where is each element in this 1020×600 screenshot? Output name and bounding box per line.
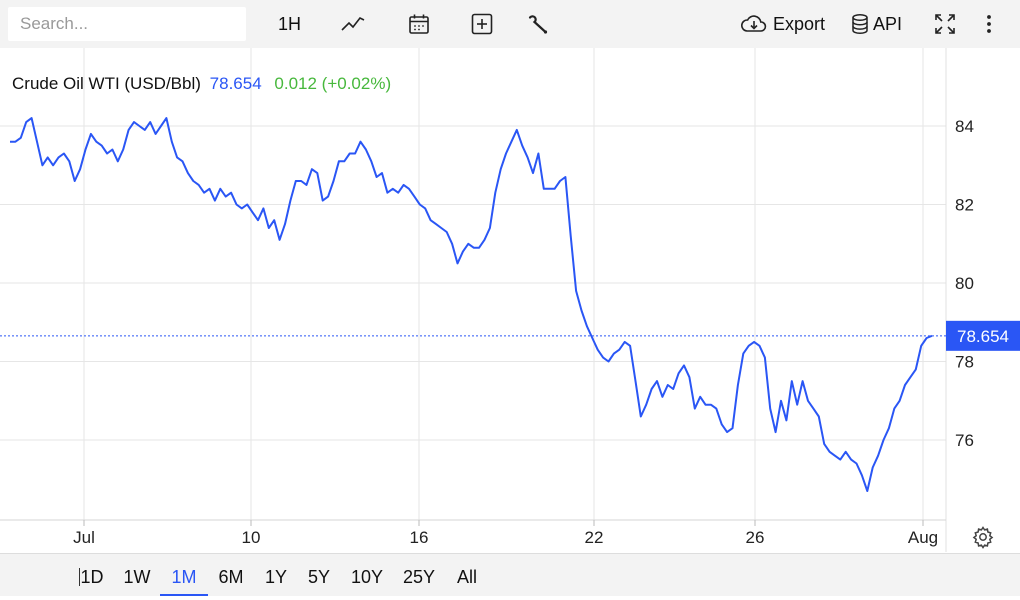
range-1m[interactable]: 1M bbox=[160, 554, 208, 596]
y-tick-label: 76 bbox=[955, 431, 974, 450]
range-1d[interactable]: 1D bbox=[80, 567, 104, 587]
api-label: API bbox=[873, 13, 903, 34]
x-tick-label: 10 bbox=[242, 528, 261, 547]
more-vertical-icon[interactable] bbox=[984, 0, 994, 48]
interval-label: 1H bbox=[278, 13, 302, 34]
last-price-tag-label: 78.654 bbox=[957, 327, 1009, 346]
range-1y[interactable]: 1Y bbox=[264, 567, 288, 587]
last-price-tag: 78.654 bbox=[946, 320, 1020, 351]
line-chart-icon[interactable] bbox=[340, 0, 366, 48]
range-6m[interactable]: 6M bbox=[218, 567, 244, 587]
y-tick-label: 84 bbox=[955, 117, 974, 136]
settings-gear-icon[interactable] bbox=[971, 525, 995, 554]
range-selector: 1D 1W 1M 6M 1Y 5Y 10Y 25Y All bbox=[0, 553, 1020, 596]
database-icon bbox=[851, 13, 869, 35]
price-series-line bbox=[10, 117, 933, 492]
cloud-download-icon bbox=[740, 14, 768, 34]
api-button[interactable]: API bbox=[851, 0, 902, 48]
x-tick-label: Aug bbox=[908, 528, 938, 547]
range-10y[interactable]: 10Y bbox=[350, 567, 384, 587]
instrument-price: 78.654 bbox=[209, 74, 262, 93]
calendar-icon[interactable] bbox=[408, 0, 430, 48]
toolbar: 1H Export API bbox=[0, 0, 1020, 48]
grid bbox=[0, 48, 946, 520]
y-tick-label: 80 bbox=[955, 274, 974, 293]
fullscreen-icon[interactable] bbox=[933, 0, 957, 48]
range-1w[interactable]: 1W bbox=[123, 567, 151, 587]
x-tick-label: 22 bbox=[585, 528, 604, 547]
last-price-tag-bg bbox=[946, 320, 1020, 351]
x-tick-label: 26 bbox=[746, 528, 765, 547]
export-label: Export bbox=[773, 13, 826, 34]
range-separator bbox=[79, 568, 80, 586]
x-tick-label: 16 bbox=[410, 528, 429, 547]
wrench-icon[interactable] bbox=[527, 0, 549, 48]
price-chart[interactable]: 76 78 80 82 84 Jul 10 16 22 26 Aug 78.654 bbox=[0, 48, 1020, 552]
range-5y[interactable]: 5Y bbox=[307, 567, 331, 587]
range-all[interactable]: All bbox=[456, 567, 477, 587]
instrument-change: 0.012 (+0.02%) bbox=[274, 74, 392, 93]
interval-button[interactable]: 1H bbox=[278, 0, 301, 48]
chart-legend: Crude Oil WTI (USD/Bbl) 78.654 0.012 (+0… bbox=[12, 74, 391, 94]
add-indicator-icon[interactable] bbox=[471, 0, 493, 48]
y-tick-label: 78 bbox=[955, 353, 974, 372]
instrument-name: Crude Oil WTI (USD/Bbl) bbox=[12, 74, 201, 93]
range-25y[interactable]: 25Y bbox=[402, 567, 436, 587]
y-tick-label: 82 bbox=[955, 196, 974, 215]
export-button[interactable]: Export bbox=[740, 0, 825, 48]
x-tick-label: Jul bbox=[73, 528, 95, 547]
search-input[interactable] bbox=[8, 7, 246, 41]
